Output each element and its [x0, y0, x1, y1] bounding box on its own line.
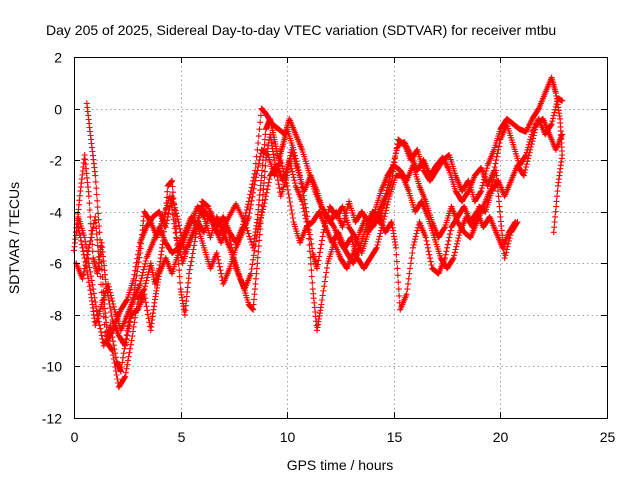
y-tick-label: -12: [42, 411, 62, 427]
y-tick-label: -6: [50, 256, 63, 272]
y-tick-labels: -12 -10 -8 -6 -4 -2 0 2: [42, 50, 62, 427]
y-tick-label: 2: [54, 50, 62, 66]
x-axis-title: GPS time / hours: [287, 457, 394, 473]
series-track-5: [83, 74, 566, 344]
chart-title: Day 205 of 2025, Sidereal Day-to-day VTE…: [46, 22, 556, 38]
x-tick-label: 20: [493, 429, 509, 445]
x-tick-label: 0: [71, 429, 79, 445]
x-tick-label: 15: [387, 429, 403, 445]
x-tick-label: 25: [600, 429, 616, 445]
data-point-markers: [71, 95, 566, 375]
data-point-markers: [73, 157, 519, 391]
series-track-3: [73, 157, 519, 391]
y-tick-label: -4: [50, 205, 63, 221]
plot-frame: [74, 57, 608, 419]
series-track-1: [71, 95, 566, 375]
x-tick-label: 10: [280, 429, 296, 445]
axis-ticks: [74, 57, 608, 419]
y-tick-label: -2: [50, 153, 63, 169]
data-point-markers: [83, 74, 566, 344]
x-tick-labels: 0 5 10 15 20 25: [71, 429, 616, 445]
y-tick-label: -8: [50, 308, 63, 324]
y-axis-title: SDTVAR / TECUs: [6, 182, 22, 294]
data-points: [71, 74, 566, 391]
y-tick-label: 0: [54, 102, 62, 118]
x-tick-label: 5: [178, 429, 186, 445]
y-tick-label: -10: [42, 359, 62, 375]
